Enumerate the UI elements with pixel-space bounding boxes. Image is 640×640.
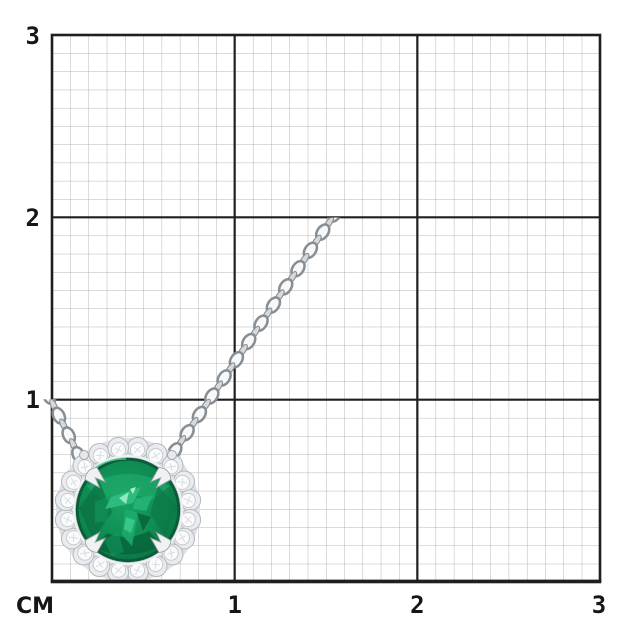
prong-claw: [84, 531, 107, 554]
diamond-facet-line: [186, 496, 191, 505]
prong-claw: [149, 466, 172, 489]
emerald-halo-pendant: [41, 217, 343, 581]
diamond-facet-line: [167, 551, 176, 555]
diamond-facet-line: [185, 516, 192, 523]
chain-loop: [79, 450, 89, 460]
prong-claw: [149, 531, 172, 554]
diamond-facet-line: [83, 549, 87, 558]
diamond-facet-line: [153, 452, 159, 460]
necklace-chain-right: [166, 217, 343, 460]
diamond-facet-line: [114, 447, 123, 452]
axis-labels: 3 2 1 CM 1 2 3: [16, 22, 606, 619]
y-tick-2: 2: [26, 204, 40, 232]
prongs: [84, 466, 172, 554]
diamond-facet-line: [97, 560, 103, 568]
y-tick-1: 1: [26, 386, 40, 414]
chain-loop: [167, 450, 177, 460]
x-tick-1: 1: [227, 591, 241, 619]
diamond-facet-line: [169, 462, 173, 471]
diamond-facet-line: [115, 567, 122, 574]
x-tick-2: 2: [410, 591, 424, 619]
diamond-facet-line: [134, 446, 141, 453]
diamond-facet-line: [70, 479, 78, 485]
diamond-facet-line: [178, 535, 186, 541]
emerald-facets: [79, 474, 177, 556]
diamond-facet-line: [133, 568, 142, 573]
prong-claw: [84, 466, 107, 489]
x-tick-3: 3: [592, 591, 606, 619]
grid-major-lines: [52, 35, 600, 582]
diamond-facet-line: [80, 465, 89, 469]
diamond-facet-line: [64, 497, 71, 504]
diamond-facet-line: [65, 515, 70, 524]
unit-label: CM: [16, 594, 54, 619]
emerald-gemstone: [75, 457, 181, 563]
y-tick-3: 3: [26, 22, 40, 50]
